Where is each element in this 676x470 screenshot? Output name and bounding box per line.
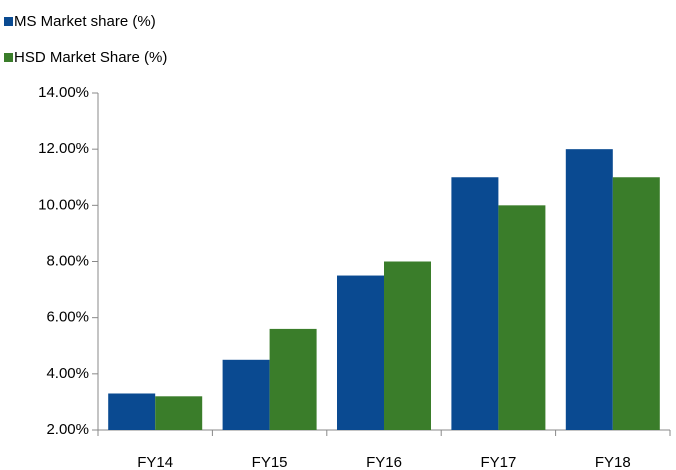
- legend-label: MS Market share (%): [14, 13, 156, 30]
- bar: [222, 359, 270, 430]
- bar: [337, 275, 384, 430]
- legend-label: HSD Market Share (%): [14, 49, 167, 66]
- bar: [108, 393, 156, 430]
- y-tick-label: 8.00%: [46, 252, 89, 269]
- bar: [155, 396, 203, 430]
- legend-swatch: [4, 53, 13, 62]
- y-tick-label: 4.00%: [46, 365, 89, 382]
- bar: [384, 261, 431, 430]
- y-tick-label: 10.00%: [38, 196, 89, 213]
- bar: [269, 328, 317, 430]
- y-tick-label: 2.00%: [46, 421, 89, 438]
- x-tick-label: FY17: [480, 454, 516, 470]
- x-tick-label: FY18: [595, 454, 631, 470]
- y-tick-label: 14.00%: [38, 84, 89, 101]
- bar: [451, 177, 499, 430]
- x-tick-label: FY15: [252, 454, 288, 470]
- y-tick-label: 12.00%: [38, 140, 89, 157]
- legend-swatch: [4, 17, 13, 26]
- x-tick-label: FY14: [137, 454, 173, 470]
- bar: [612, 177, 660, 430]
- y-tick-label: 6.00%: [46, 309, 89, 326]
- x-tick-label: FY16: [366, 454, 402, 470]
- bar: [498, 205, 546, 430]
- bar: [565, 149, 613, 430]
